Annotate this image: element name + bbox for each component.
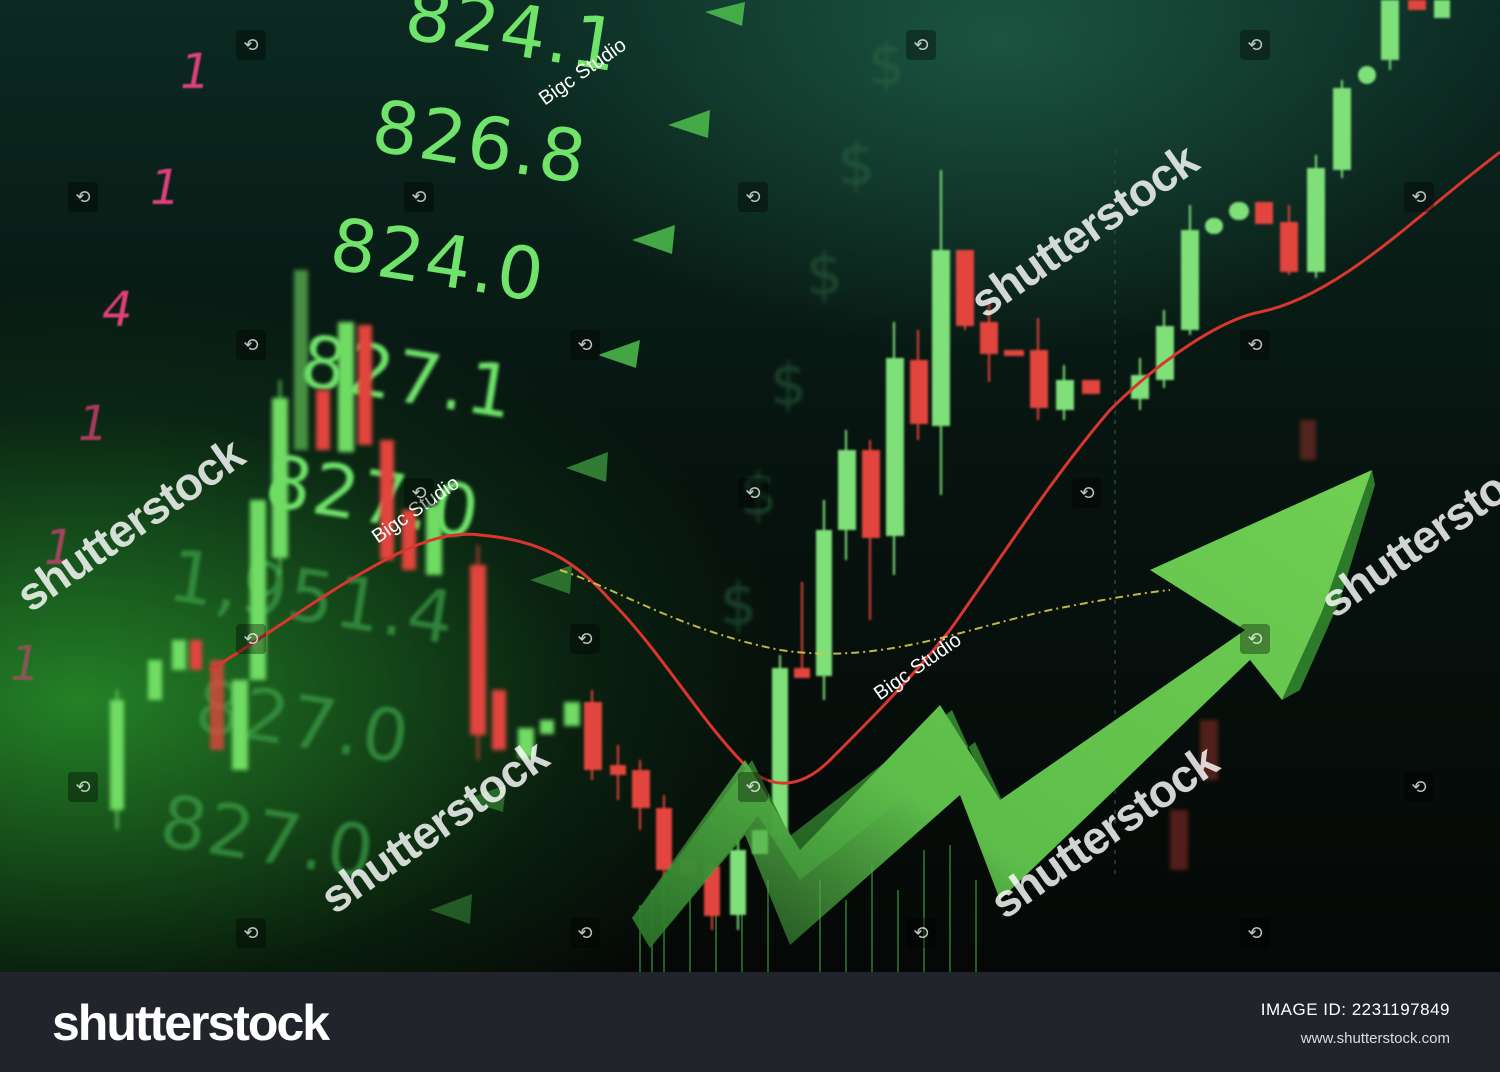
shutterstock-glyph-icon: ⟲ <box>404 478 434 508</box>
shutterstock-glyph-icon: ⟲ <box>404 182 434 212</box>
red-digit: 1 <box>78 396 109 452</box>
shutterstock-glyph-icon: ⟲ <box>570 624 600 654</box>
shutterstock-logo[interactable]: shutterstock <box>52 995 330 1051</box>
stock-footer-bar: shutterstock IMAGE ID: 2231197849 www.sh… <box>0 972 1500 1072</box>
shutterstock-glyph-icon: ⟲ <box>570 330 600 360</box>
shutterstock-glyph-icon: ⟲ <box>738 182 768 212</box>
candles-center <box>584 0 1450 930</box>
shutterstock-glyph-icon: ⟲ <box>236 30 266 60</box>
red-digit: 1 <box>44 520 75 576</box>
dollar-sign: $ <box>868 30 905 98</box>
growth-arrow <box>632 470 1375 948</box>
dollar-sign: $ <box>720 570 757 638</box>
shutterstock-glyph-icon: ⟲ <box>68 182 98 212</box>
shutterstock-glyph-icon: ⟲ <box>1404 182 1434 212</box>
red-digit: 4 <box>102 282 133 338</box>
shutterstock-glyph-icon: ⟲ <box>570 918 600 948</box>
candles-right-faint <box>1170 420 1316 870</box>
shutterstock-glyph-icon: ⟲ <box>1404 772 1434 802</box>
dollar-sign: $ <box>806 240 843 308</box>
red-digit: 1 <box>10 636 41 692</box>
shutterstock-glyph-icon: ⟲ <box>906 30 936 60</box>
shutterstock-glyph-icon: ⟲ <box>1240 330 1270 360</box>
chart-graphics <box>110 0 1500 972</box>
shutterstock-glyph-icon: ⟲ <box>1240 624 1270 654</box>
shutterstock-glyph-icon: ⟲ <box>1240 30 1270 60</box>
dollar-sign: $ <box>740 460 777 528</box>
yellow-dashed-line <box>559 569 1171 655</box>
shutterstock-glyph-icon: ⟲ <box>1072 478 1102 508</box>
shutterstock-glyph-icon: ⟲ <box>738 478 768 508</box>
shutterstock-glyph-icon: ⟲ <box>1240 918 1270 948</box>
stock-photo: 824.1 826.8 824.0 827.1 827.0 1,951.4 82… <box>0 0 1500 972</box>
dollar-sign: $ <box>770 350 807 418</box>
red-digit: 1 <box>180 44 211 100</box>
shutterstock-glyph-icon: ⟲ <box>68 772 98 802</box>
red-digit: 1 <box>150 160 181 216</box>
image-id: IMAGE ID: 2231197849 <box>1260 1000 1450 1019</box>
triangle-markers <box>430 2 745 924</box>
shutterstock-glyph-icon: ⟲ <box>236 624 266 654</box>
shutterstock-glyph-icon: ⟲ <box>236 918 266 948</box>
shutterstock-glyph-icon: ⟲ <box>738 772 768 802</box>
site-url[interactable]: www.shutterstock.com <box>1300 1030 1450 1047</box>
shutterstock-glyph-icon: ⟲ <box>906 918 936 948</box>
shutterstock-glyph-icon: ⟲ <box>236 330 266 360</box>
dollar-sign: $ <box>838 130 875 198</box>
red-trend-line <box>209 150 1500 785</box>
